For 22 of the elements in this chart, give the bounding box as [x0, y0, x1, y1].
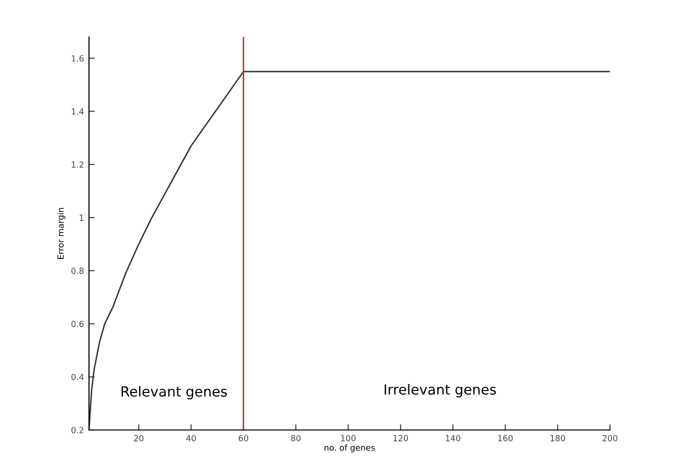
annotation: Irrelevant genes [384, 384, 496, 398]
x-tick-label: 200 [602, 435, 618, 442]
y-tick-label: 0.2 [71, 426, 84, 434]
y-tick-label: 0.8 [71, 268, 84, 274]
x-axis-title: no. of genes [324, 444, 375, 452]
y-tick-label: 1 [80, 214, 84, 221]
x-tick-label: 120 [394, 435, 408, 442]
annotation: Relevant genes [122, 386, 227, 400]
x-tick-label: 140 [446, 435, 460, 442]
y-tick-label: 1.2 [72, 161, 84, 168]
y-tick-label: 1.4 [72, 108, 84, 115]
x-tick-label: 180 [550, 435, 566, 442]
y-tick-label: 1.6 [72, 55, 84, 62]
x-tick-label: 40 [186, 435, 196, 442]
x-tick-label: 20 [134, 435, 144, 442]
y-axis-title: Error margin [57, 208, 66, 259]
x-tick-label: 100 [341, 435, 356, 442]
x-tick-label: 60 [238, 435, 248, 442]
x-tick-label: 80 [291, 435, 301, 442]
y-tick-label: 0.4 [71, 374, 84, 380]
x-tick-label: 160 [498, 435, 513, 442]
y-tick-label: 0.6 [71, 320, 84, 328]
